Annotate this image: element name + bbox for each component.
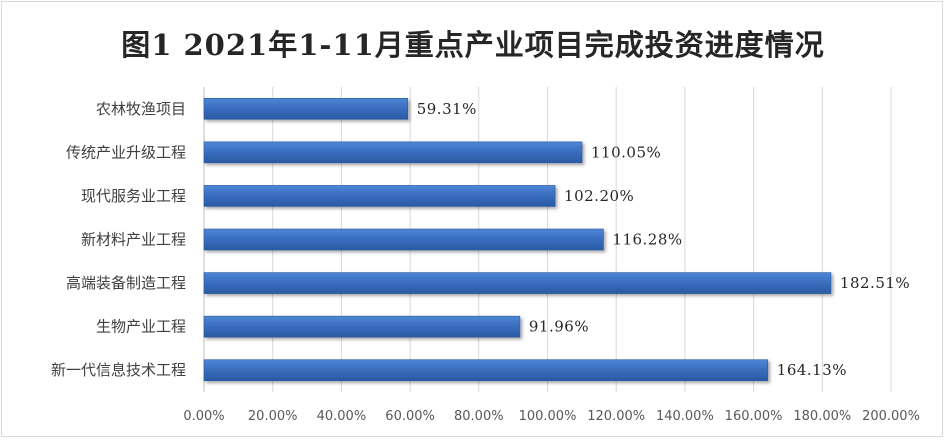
x-tick-labels: 0.00% 20.00% 40.00% 60.00% 80.00% 100.00% 120.… (183, 409, 920, 424)
category-label: 新一代信息技术工程 (51, 361, 186, 379)
category-label: 生物产业工程 (96, 318, 186, 336)
bar (203, 141, 583, 164)
category-labels: 农林牧渔项目传统产业升级工程现代服务业工程新材料产业工程高端装备制造工程生物产业… (51, 100, 186, 379)
chart-title: 图1 2021年1-11月重点产业项目完成投资进度情况 (121, 28, 825, 62)
data-label: 116.28% (612, 231, 682, 249)
data-label: 182.51% (840, 274, 910, 292)
category-label: 新材料产业工程 (81, 231, 186, 249)
category-label: 现代服务业工程 (81, 187, 186, 205)
x-tick-label: 80.00% (454, 409, 504, 424)
x-tick-label: 180.00% (793, 409, 851, 424)
data-label: 164.13% (777, 361, 847, 379)
category-label: 高端装备制造工程 (66, 274, 186, 292)
x-tick-label: 140.00% (656, 409, 714, 424)
x-tick-label: 200.00% (862, 409, 920, 424)
x-tick-label: 40.00% (317, 409, 367, 424)
x-tick-label: 100.00% (519, 409, 577, 424)
x-tick-label: 20.00% (248, 409, 298, 424)
bar (203, 359, 769, 382)
data-label: 110.05% (591, 143, 661, 161)
category-label: 农林牧渔项目 (96, 100, 186, 118)
bar (203, 272, 832, 294)
x-tick-label: 120.00% (587, 409, 645, 424)
bar (203, 315, 521, 338)
data-labels: 59.31% 110.05% 102.20% 116.28% 182.51% 91.96%… (417, 100, 910, 379)
data-label: 59.31% (417, 100, 477, 118)
x-tick-label: 0.00% (183, 409, 224, 424)
x-tick-label: 60.00% (385, 409, 435, 424)
data-label: 102.20% (564, 187, 634, 205)
bar (203, 97, 409, 120)
bar (203, 228, 604, 251)
data-label: 91.96% (529, 318, 589, 336)
category-label: 传统产业升级工程 (66, 143, 186, 161)
x-tick-label: 160.00% (725, 409, 783, 424)
bar (203, 185, 556, 207)
bars (203, 97, 832, 382)
